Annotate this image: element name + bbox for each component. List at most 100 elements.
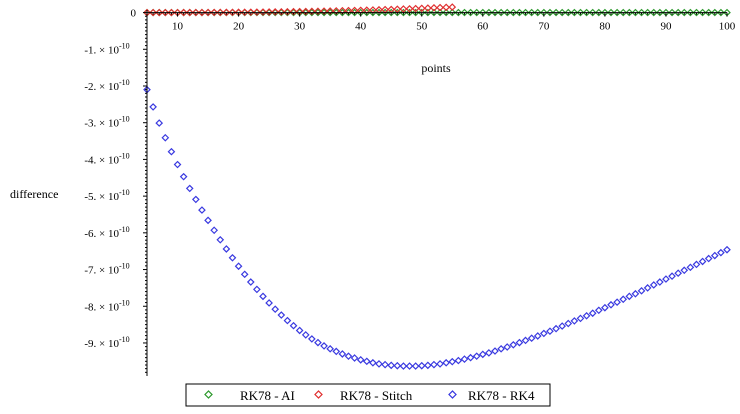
point-ai: [405, 8, 414, 17]
point-rk4: [692, 260, 701, 269]
point-rk4: [222, 245, 231, 253]
point-rk4: [173, 160, 182, 169]
y-tick-label: -7. × 10: [84, 265, 119, 277]
point-rk4: [350, 354, 359, 362]
point-rk4: [375, 360, 383, 368]
point-rk4: [570, 317, 579, 325]
point-rk4: [466, 353, 475, 362]
point-stitch: [448, 3, 457, 11]
point-rk4: [307, 335, 316, 343]
point-rk4: [362, 357, 371, 366]
point-rk4: [503, 343, 512, 351]
y-tick-label: 0: [131, 8, 137, 20]
point-ai: [643, 8, 652, 17]
point-rk4: [338, 350, 347, 358]
point-rk4: [430, 360, 438, 369]
point-rk4: [582, 311, 591, 320]
x-tick-label: 100: [719, 21, 736, 33]
point-rk4: [674, 269, 683, 278]
point-stitch: [265, 8, 273, 16]
point-rk4: [411, 362, 420, 370]
legend-box: [185, 383, 551, 407]
point-rk4: [204, 216, 212, 225]
point-rk4: [198, 206, 206, 214]
point-ai: [301, 8, 310, 17]
point-ai: [442, 8, 451, 17]
point-ai: [430, 8, 438, 17]
point-rk4: [295, 326, 304, 335]
x-tick-label: 70: [538, 21, 550, 33]
point-rk4: [369, 358, 377, 367]
y-axis-ticks: 0-1. × 10 -10-2. × 10 -10-3. × 10 -10-4. × …: [84, 8, 147, 373]
y-tick-label: -6. × 10: [84, 228, 119, 240]
point-ai: [558, 8, 567, 17]
point-stitch: [228, 8, 237, 17]
point-stitch: [259, 8, 267, 16]
point-rk4: [515, 338, 524, 347]
point-ai: [466, 8, 475, 17]
x-tick-label: 40: [355, 21, 367, 33]
x-tick-label: 60: [477, 21, 489, 33]
y-tick-exponent: -10: [119, 115, 130, 124]
point-rk4: [546, 327, 554, 336]
point-stitch: [210, 8, 219, 17]
point-rk4: [399, 362, 408, 370]
point-ai: [582, 8, 591, 17]
point-stitch: [161, 8, 170, 17]
point-rk4: [460, 355, 469, 363]
legend-label-ai: RK78 - AI: [240, 388, 295, 403]
point-ai: [588, 8, 597, 17]
point-ai: [655, 8, 664, 17]
point-ai: [704, 8, 713, 17]
point-ai: [686, 8, 695, 17]
point-rk4: [326, 344, 335, 353]
point-stitch: [399, 5, 408, 13]
point-stitch: [179, 8, 188, 17]
legend-marker-rk4: [448, 390, 457, 399]
x-tick-label: 80: [599, 21, 611, 33]
legend-item-ai: RK78 - AI: [204, 388, 295, 403]
point-stitch: [167, 8, 176, 17]
point-rk4: [167, 147, 176, 156]
y-tick-exponent: -10: [119, 225, 130, 234]
chart-legend: RK78 - AI RK78 - Stitch RK78 - RK4: [185, 383, 551, 407]
point-rk4: [576, 314, 585, 323]
y-tick-exponent: -10: [119, 78, 130, 87]
y-tick-label: -2. × 10: [84, 81, 119, 93]
point-rk4: [521, 336, 530, 345]
point-ai: [497, 8, 505, 17]
point-ai: [613, 8, 621, 17]
point-ai: [570, 8, 579, 17]
y-tick-label: -5. × 10: [84, 191, 119, 203]
point-rk4: [552, 324, 560, 333]
y-tick-exponent: -10: [119, 151, 130, 160]
point-ai: [533, 8, 542, 17]
point-rk4: [393, 361, 402, 370]
point-stitch: [246, 8, 255, 17]
point-stitch: [198, 8, 206, 17]
point-stitch: [155, 8, 164, 17]
point-rk4: [417, 361, 426, 370]
point-rk4: [259, 292, 267, 301]
point-rk4: [436, 360, 444, 368]
legend-marker-stitch: [314, 390, 323, 399]
point-ai: [710, 8, 719, 17]
point-ai: [509, 8, 518, 17]
point-rk4: [478, 350, 487, 359]
point-ai: [423, 8, 432, 17]
point-rk4: [381, 360, 389, 369]
point-rk4: [423, 361, 432, 370]
point-stitch: [436, 3, 444, 12]
point-rk4: [155, 119, 164, 127]
point-rk4: [491, 347, 499, 355]
chart-marks: [143, 3, 731, 370]
point-rk4: [717, 248, 725, 257]
legend-label-rk4: RK78 - RK4: [468, 388, 535, 403]
legend-label-stitch: RK78 - Stitch: [340, 388, 413, 403]
point-ai: [674, 8, 683, 17]
y-axis-title: difference: [10, 187, 58, 201]
point-ai: [564, 8, 573, 17]
y-tick-label: -4. × 10: [84, 154, 119, 166]
point-rk4: [191, 195, 200, 204]
legend-item-stitch: RK78 - Stitch: [314, 388, 413, 403]
